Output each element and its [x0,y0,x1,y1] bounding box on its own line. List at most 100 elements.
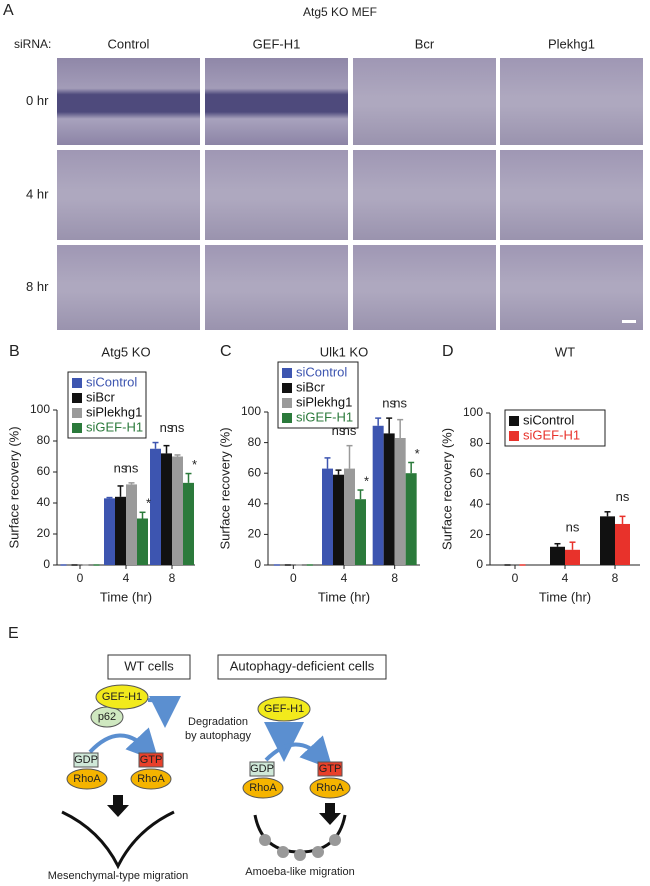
micrograph [500,245,643,330]
node-label: p62 [98,711,116,723]
x-axis-label: Time (hr) [100,589,152,604]
bar [150,448,161,565]
bar [394,438,406,565]
x-tick-label: 4 [123,571,130,585]
legend-swatch [509,431,519,441]
bar [565,549,580,565]
micrograph [500,150,643,240]
bar [161,453,172,565]
bar [405,473,417,565]
micrograph [353,245,496,330]
node-label: Degradation [188,716,248,728]
legend-label: siGEF-H1 [86,419,143,434]
significance-label: ns [616,489,630,504]
rhoa [66,768,108,790]
micrograph [353,58,496,145]
gtp [138,752,164,768]
legend-swatch [509,416,519,426]
y-tick-label: 40 [470,496,484,510]
column-header: Control [108,36,150,51]
legend-label: siControl [523,412,574,427]
legend-swatch [282,368,292,378]
y-tick-label: 20 [37,526,51,540]
bleb [277,846,289,858]
row-label: 4 hr [26,186,49,201]
legend-swatch [282,383,292,393]
gdp [249,761,275,777]
node-label: by autophagy [185,730,252,742]
x-tick-label: 8 [169,571,176,585]
node-label: GDP [74,754,98,766]
legend-label: siGEF-H1 [296,409,353,424]
bleb [294,849,306,861]
y-axis-label: Surface recovery (%) [439,428,454,550]
node-label: GEF-H1 [102,691,142,703]
significance-label: ns [160,420,174,435]
column-header: Bcr [415,36,435,51]
y-tick-label: 80 [248,435,262,449]
node-label: RhoA [73,773,101,785]
significance-label: * [364,473,369,488]
x-tick-label: 0 [290,571,297,585]
x-tick-label: 8 [612,571,619,585]
bleb [259,834,271,846]
y-tick-label: 60 [470,466,484,480]
y-tick-label: 80 [470,436,484,450]
bar [183,482,194,565]
legend-swatch [72,393,82,403]
panel-label: C [220,343,232,360]
bar [372,425,384,565]
bar [172,456,183,565]
y-tick-label: 60 [37,464,51,478]
gdp [73,752,99,768]
node-label: GEF-H1 [264,703,304,715]
legend-swatch [72,408,82,418]
bar [383,433,395,565]
significance-label: ns [125,460,139,475]
row-label: 8 hr [26,279,49,294]
column-header: GEF-H1 [253,36,301,51]
y-tick-label: 100 [241,404,261,418]
y-tick-label: 60 [248,465,262,479]
arrow [147,695,181,728]
bar [137,518,148,565]
y-tick-label: 40 [248,496,262,510]
gtp [317,761,343,777]
x-tick-label: 0 [77,571,84,585]
bar [615,523,630,565]
y-tick-label: 0 [476,557,483,571]
y-tick-label: 40 [37,495,51,509]
row-label: 0 hr [26,93,49,108]
legend-label: siPlekhg1 [86,404,142,419]
significance-label: ns [393,396,407,411]
legend-swatch [72,423,82,433]
x-tick-label: 4 [341,571,348,585]
x-tick-label: 8 [391,571,398,585]
box-title: WT cells [124,658,174,673]
micrograph [57,150,200,240]
cell-shape [61,810,175,870]
micrograph [57,58,200,145]
scale-bar [622,320,636,323]
y-tick-label: 20 [470,527,484,541]
chart-title: Atg5 KO [101,344,150,359]
x-tick-label: 4 [562,571,569,585]
node-label: RhoA [137,773,165,785]
box-title: Autophagy-deficient cells [230,658,375,673]
gef-h1 [95,684,149,710]
legend-swatch [72,378,82,388]
box [107,654,191,680]
bar [115,496,126,565]
micrographs [57,58,643,330]
bar [126,484,137,565]
bleb [329,834,341,846]
significance-label: ns [566,520,580,535]
legend-label: siControl [86,374,137,389]
legend-swatch [282,413,292,423]
diagram-deficient: Autophagy-deficient cells GEF-H1 GDP Rho… [217,654,387,878]
legend-swatch [282,398,292,408]
bar [550,546,565,565]
x-axis-label: Time (hr) [318,589,370,604]
